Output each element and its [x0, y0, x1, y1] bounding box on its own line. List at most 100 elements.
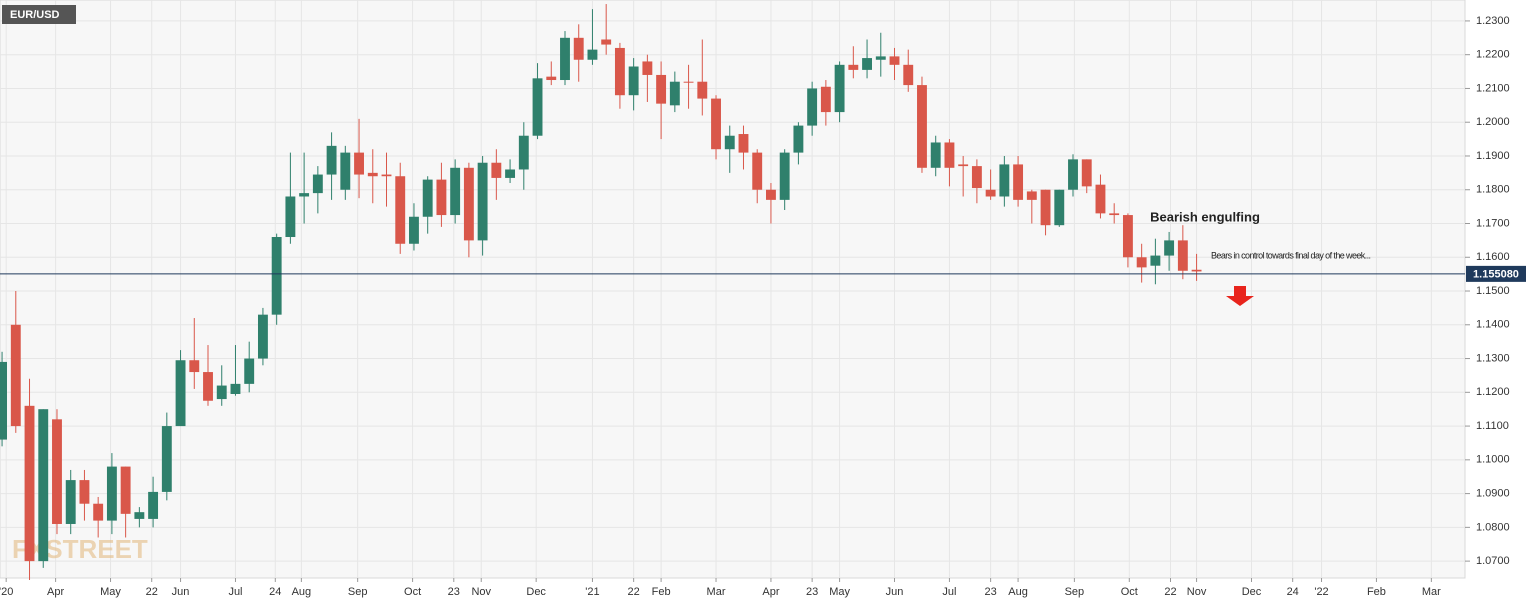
candle-body — [683, 81, 694, 83]
candle-body — [971, 166, 982, 189]
x-tick-label: Nov — [471, 586, 491, 598]
x-tick-label: Feb — [1367, 586, 1386, 598]
candle-body — [230, 383, 241, 394]
plot-area — [0, 0, 1466, 579]
candle-body — [340, 152, 351, 190]
candle-body — [450, 167, 461, 216]
candle-body — [958, 164, 969, 167]
candle-body — [738, 134, 749, 153]
price-label-box — [1466, 265, 1526, 282]
candle-body — [875, 56, 886, 60]
candle-body — [148, 491, 159, 519]
candle-body — [573, 37, 584, 60]
x-tick-label: Dec — [526, 586, 546, 598]
down-arrow — [1226, 286, 1254, 306]
candle-body — [862, 58, 872, 70]
symbol-box — [2, 5, 76, 24]
candle-body — [381, 174, 392, 177]
x-tick-label: Feb — [652, 586, 671, 598]
candle-body — [903, 64, 914, 86]
x-tick-label: Aug — [292, 586, 312, 598]
candle-body — [395, 176, 406, 244]
x-tick-label: 24 — [269, 586, 281, 598]
candle-body — [299, 193, 310, 197]
candle-body — [203, 372, 213, 401]
y-tick-label: 1.1600 — [1476, 251, 1510, 263]
candle-body — [1109, 213, 1120, 216]
candle-body — [669, 81, 680, 106]
candle-body — [189, 360, 200, 373]
x-tick-label: 24 — [1287, 586, 1299, 598]
candle-body — [656, 74, 667, 104]
y-tick-label: 1.1700 — [1476, 217, 1510, 229]
y-tick-label: 1.1900 — [1476, 150, 1510, 162]
x-tick-label: Sep — [1065, 586, 1085, 598]
candle-body — [422, 179, 433, 217]
candle-body — [820, 86, 831, 113]
candle-body — [312, 174, 323, 194]
candle-body — [10, 324, 21, 427]
candle-body — [491, 162, 502, 178]
x-tick-label: May — [829, 586, 850, 598]
y-tick-label: 1.0900 — [1476, 488, 1510, 500]
candle-body — [642, 61, 653, 75]
candle-body — [711, 98, 721, 150]
x-tick-label: 22 — [1164, 586, 1176, 598]
x-tick-label: Jun — [172, 586, 190, 598]
x-tick-label: Oct — [1121, 586, 1138, 598]
x-tick-label: '20 — [0, 586, 13, 598]
candle-body — [889, 56, 900, 65]
y-tick-label: 1.1500 — [1476, 285, 1510, 297]
y-tick-label: 1.1400 — [1476, 319, 1510, 331]
candle-body — [1122, 215, 1133, 258]
candle-body — [752, 152, 763, 190]
candle-body — [0, 361, 8, 440]
y-tick-label: 1.2200 — [1476, 49, 1510, 61]
candle-body — [477, 162, 488, 241]
candle-body — [285, 196, 296, 238]
x-tick-label: 22 — [146, 586, 158, 598]
candle-body — [697, 81, 708, 99]
candle-body — [807, 88, 818, 126]
candle-body — [560, 37, 570, 81]
candle-body — [52, 419, 62, 524]
x-tick-label: Jul — [942, 586, 956, 598]
candle-body — [120, 466, 131, 514]
symbol: EUR/USD — [10, 9, 60, 21]
x-tick-label: '21 — [585, 586, 599, 598]
candle-body — [257, 314, 268, 359]
y-tick-label: 1.1000 — [1476, 454, 1510, 466]
candle-body — [409, 216, 419, 244]
candle-body — [354, 152, 364, 175]
candle-body — [505, 169, 516, 178]
price-label: 1.155080 — [1473, 268, 1519, 280]
candle-body — [944, 142, 955, 168]
x-tick-label: 23 — [448, 586, 460, 598]
y-tick-label: 1.1800 — [1476, 184, 1510, 196]
candle-body — [930, 142, 941, 168]
candle-body — [587, 49, 598, 60]
candle-body — [546, 76, 557, 81]
candle-body — [24, 405, 35, 562]
candle-body — [436, 179, 447, 216]
x-tick-label: May — [100, 586, 121, 598]
candle-body — [985, 189, 996, 197]
candle-body — [917, 85, 927, 168]
candle-body — [161, 426, 172, 492]
candle-body — [1095, 184, 1106, 214]
candle-body — [1040, 189, 1051, 226]
x-tick-label: 23 — [806, 586, 818, 598]
candle-body — [1164, 240, 1175, 256]
candle-body — [367, 172, 378, 177]
annotation: Bearish engulfing — [1150, 209, 1260, 224]
x-tick-label: Jun — [886, 586, 904, 598]
candle-body — [38, 409, 49, 562]
x-tick-label: Mar — [707, 586, 726, 598]
candle-body — [766, 189, 776, 200]
candle-body — [1054, 189, 1065, 226]
x-tick-label: 23 — [985, 586, 997, 598]
x-tick-label: Oct — [404, 586, 421, 598]
candle-body — [175, 360, 186, 427]
candle-body — [848, 64, 859, 70]
